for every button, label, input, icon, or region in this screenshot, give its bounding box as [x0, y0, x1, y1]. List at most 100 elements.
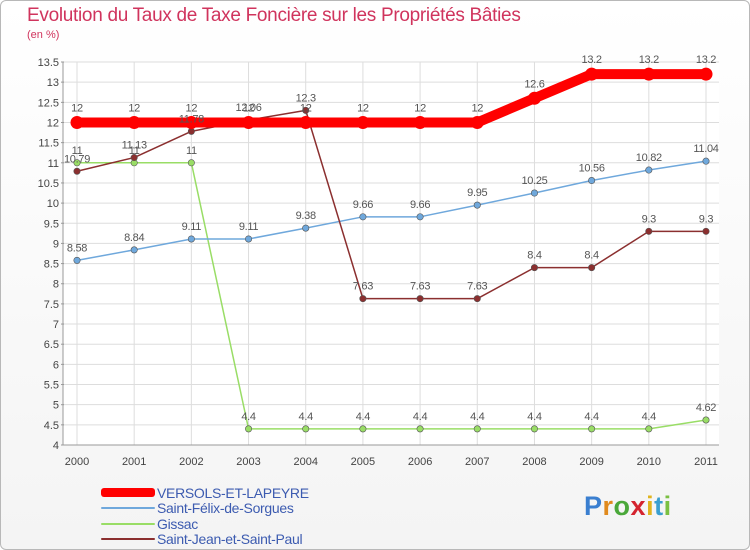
y-axis-unit-label: (en %) — [27, 29, 60, 41]
data-label: 8.4 — [584, 250, 599, 262]
data-label: 12 — [357, 102, 369, 114]
data-point — [184, 115, 198, 129]
x-tick-label: 2005 — [351, 456, 375, 468]
x-tick-label: 2001 — [122, 456, 146, 468]
data-point — [416, 425, 424, 433]
data-label: 9.66 — [353, 199, 373, 211]
data-point — [416, 213, 424, 221]
data-label: 8.58 — [67, 242, 87, 254]
x-tick-label: 2003 — [236, 456, 260, 468]
data-label: 4.4 — [470, 411, 485, 423]
data-label: 13.2 — [582, 54, 602, 66]
data-point — [299, 115, 313, 129]
y-tick-label: 9 — [53, 238, 59, 250]
y-tick-label: 9.5 — [44, 218, 59, 230]
data-label: 9.3 — [642, 213, 657, 225]
y-tick-label: 10.5 — [38, 178, 59, 190]
data-point — [645, 166, 653, 174]
logo-letter: x — [630, 491, 647, 521]
data-point — [473, 201, 481, 209]
legend-item-gissac: Gissac — [101, 516, 309, 532]
data-label: 4.4 — [527, 411, 542, 423]
y-tick-label: 12.5 — [38, 97, 59, 109]
data-point — [413, 115, 427, 129]
data-point — [187, 159, 195, 167]
data-point — [588, 177, 596, 185]
legend-swatch-versols — [101, 488, 155, 498]
data-point — [470, 115, 484, 129]
data-label: 10.82 — [636, 152, 662, 164]
data-label: 11.78 — [179, 113, 204, 125]
legend-label-saint-jean: Saint-Jean-et-Saint-Paul — [157, 531, 303, 548]
data-point — [245, 235, 253, 243]
data-label: 4.4 — [241, 411, 256, 423]
y-tick-label: 13.5 — [38, 57, 59, 69]
logo-letter: r — [602, 491, 614, 521]
data-point — [645, 227, 653, 235]
data-label: 12 — [471, 102, 483, 114]
legend-item-saint-felix: Saint-Félix-de-Sorgues — [101, 501, 309, 517]
x-tick-label: 2010 — [637, 456, 661, 468]
data-label: 10.56 — [579, 163, 605, 175]
data-point — [530, 189, 538, 197]
legend-label-gissac: Gissac — [157, 515, 198, 532]
y-tick-label: 5 — [53, 400, 59, 412]
data-point — [187, 235, 195, 243]
series-line-0 — [72, 69, 711, 128]
data-label: 13.2 — [639, 54, 659, 66]
y-tick-label: 8 — [53, 279, 59, 291]
data-point — [473, 425, 481, 433]
x-tick-label: 2007 — [465, 456, 489, 468]
series-line-2 — [76, 162, 707, 430]
legend-item-saint-jean: Saint-Jean-et-Saint-Paul — [101, 532, 309, 548]
data-point — [127, 115, 141, 129]
legend: VERSOLS-ET-LAPEYRE Saint-Félix-de-Sorgue… — [101, 485, 309, 547]
x-tick-label: 2004 — [293, 456, 317, 468]
data-label: 8.84 — [124, 232, 144, 244]
data-label: 7.63 — [467, 281, 487, 293]
data-label: 12 — [300, 102, 312, 114]
data-label: 12.06 — [236, 102, 262, 114]
data-point — [588, 264, 596, 272]
data-label: 11 — [72, 145, 83, 157]
data-point — [302, 224, 310, 232]
data-point — [530, 264, 538, 272]
data-point — [359, 295, 367, 303]
data-label: 4.4 — [584, 411, 599, 423]
y-tick-label: 7 — [53, 319, 59, 331]
data-point — [73, 256, 81, 264]
x-tick-label: 2011 — [694, 456, 718, 468]
data-point — [530, 425, 538, 433]
y-tick-label: 13 — [47, 77, 59, 89]
data-label: 11.13 — [122, 140, 147, 152]
data-label: 12 — [128, 102, 140, 114]
data-point — [642, 67, 656, 81]
data-point — [130, 154, 138, 162]
data-point — [73, 159, 81, 167]
logo-letter: t — [654, 491, 664, 521]
data-point — [702, 416, 710, 424]
data-point — [702, 157, 710, 165]
data-point — [527, 91, 541, 105]
data-point — [187, 127, 195, 135]
data-label: 11 — [129, 145, 140, 157]
data-label: 7.63 — [353, 281, 373, 293]
y-tick-label: 4 — [53, 440, 59, 452]
y-tick-label: 11 — [48, 158, 59, 170]
data-label: 9.66 — [410, 199, 430, 211]
data-label: 9.3 — [699, 213, 714, 225]
legend-item-versols: VERSOLS-ET-LAPEYRE — [101, 485, 309, 501]
legend-swatch-gissac — [101, 522, 155, 525]
chart-title: Evolution du Taux de Taxe Foncière sur l… — [27, 5, 521, 26]
data-label: 7.63 — [410, 281, 430, 293]
data-label: 11 — [186, 145, 197, 157]
proxiti-logo: Proxiti — [584, 491, 672, 522]
data-label: 10.25 — [521, 175, 547, 187]
data-label: 11.04 — [693, 143, 718, 155]
y-tick-label: 6 — [53, 359, 59, 371]
data-label: 12 — [243, 102, 255, 114]
data-label: 4.4 — [642, 411, 657, 423]
data-point — [245, 425, 253, 433]
